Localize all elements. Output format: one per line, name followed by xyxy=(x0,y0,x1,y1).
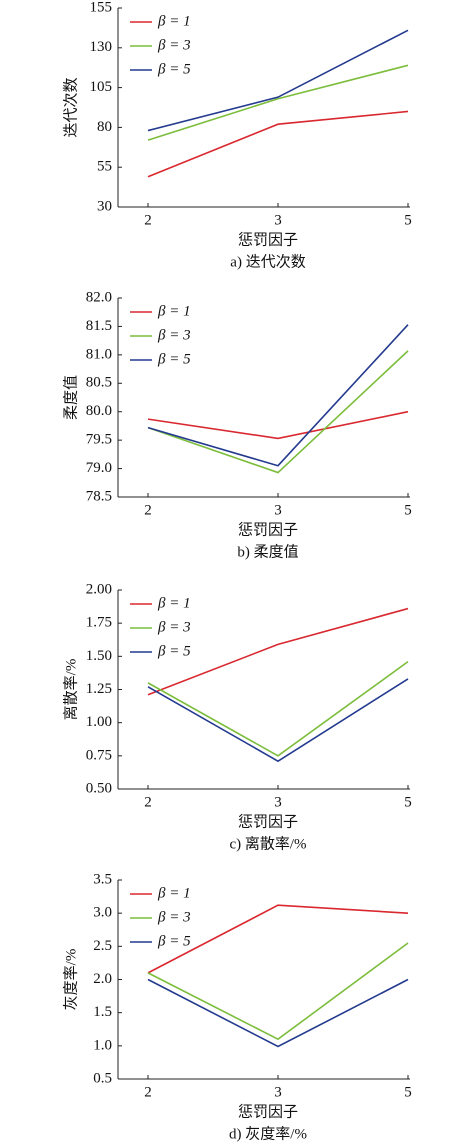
series-line xyxy=(147,660,409,757)
x-axis-label: 惩罚因子 xyxy=(238,231,298,248)
y-tick-label: 1.25 xyxy=(86,681,112,697)
y-tick-label: 0.5 xyxy=(93,1070,112,1086)
x-tick-label: 5 xyxy=(404,794,412,810)
y-axis-label: 迭代次数 xyxy=(62,77,79,137)
legend-label: β = 1 xyxy=(157,595,191,611)
y-tick-label: 1.0 xyxy=(93,1037,112,1053)
x-tick-label: 2 xyxy=(144,1084,152,1100)
legend-label: β = 5 xyxy=(157,643,191,659)
x-tick-label: 2 xyxy=(144,502,152,518)
y-tick-label: 105 xyxy=(90,79,113,95)
y-tick-label: 130 xyxy=(90,39,113,55)
legend-label: β = 5 xyxy=(157,61,191,77)
caption: d) 灰度率/% xyxy=(229,1125,307,1142)
y-axis-label: 柔度值 xyxy=(62,375,79,420)
y-tick-label: 0.75 xyxy=(86,747,112,763)
x-axis-label: 惩罚因子 xyxy=(238,813,298,830)
y-tick-label: 78.5 xyxy=(86,488,112,504)
caption: c) 离散率/% xyxy=(229,835,306,852)
legend-label: β = 1 xyxy=(157,885,191,901)
series-line xyxy=(147,942,409,1041)
series-line xyxy=(147,350,409,474)
y-tick-label: 82.0 xyxy=(86,289,112,305)
x-tick-label: 5 xyxy=(404,212,412,228)
x-tick-label: 3 xyxy=(274,212,282,228)
legend-label: β = 1 xyxy=(157,13,191,29)
x-tick-label: 5 xyxy=(404,1084,412,1100)
y-tick-label: 81.5 xyxy=(86,318,112,334)
caption: a) 迭代次数 xyxy=(230,253,305,270)
y-axis-label: 离散率/% xyxy=(62,659,79,721)
series-line xyxy=(147,64,409,141)
series-line xyxy=(147,978,409,1048)
legend-label: β = 5 xyxy=(157,933,191,949)
x-tick-label: 5 xyxy=(404,502,412,518)
y-tick-label: 80.0 xyxy=(86,403,112,419)
y-tick-label: 3.5 xyxy=(93,871,112,887)
y-tick-label: 155 xyxy=(90,0,113,15)
y-tick-label: 80.5 xyxy=(86,375,112,391)
series-line xyxy=(147,904,409,974)
y-tick-label: 2.00 xyxy=(86,581,112,597)
series-line xyxy=(147,678,409,763)
series-line xyxy=(147,324,409,467)
x-tick-label: 3 xyxy=(274,794,282,810)
y-tick-label: 2.5 xyxy=(93,938,112,954)
y-tick-label: 81.0 xyxy=(86,346,112,362)
y-axis-label: 灰度率/% xyxy=(62,949,79,1011)
legend-label: β = 3 xyxy=(157,327,191,343)
y-tick-label: 0.50 xyxy=(86,780,112,796)
legend-label: β = 1 xyxy=(157,303,191,319)
series-line xyxy=(147,110,409,178)
x-tick-label: 3 xyxy=(274,502,282,518)
legend-label: β = 5 xyxy=(157,351,191,367)
y-tick-label: 55 xyxy=(97,159,112,175)
caption: b) 柔度值 xyxy=(237,543,298,560)
legend-label: β = 3 xyxy=(157,909,191,925)
x-axis-label: 惩罚因子 xyxy=(238,1103,298,1120)
x-tick-label: 3 xyxy=(274,1084,282,1100)
series-line xyxy=(147,607,409,696)
y-tick-label: 1.00 xyxy=(86,714,112,730)
y-tick-label: 30 xyxy=(97,198,112,214)
legend-label: β = 3 xyxy=(157,619,191,635)
y-tick-label: 79.5 xyxy=(86,432,112,448)
y-tick-label: 79.0 xyxy=(86,460,112,476)
x-tick-label: 2 xyxy=(144,794,152,810)
y-tick-label: 2.0 xyxy=(93,971,112,987)
y-tick-label: 3.0 xyxy=(93,905,112,921)
y-tick-label: 1.5 xyxy=(93,1004,112,1020)
y-tick-label: 80 xyxy=(97,119,112,135)
x-tick-label: 2 xyxy=(144,212,152,228)
series-line xyxy=(147,410,409,440)
x-axis-label: 惩罚因子 xyxy=(238,521,298,538)
y-tick-label: 1.50 xyxy=(86,648,112,664)
legend-label: β = 3 xyxy=(157,37,191,53)
series-line xyxy=(147,29,409,132)
y-tick-label: 1.75 xyxy=(86,615,112,631)
